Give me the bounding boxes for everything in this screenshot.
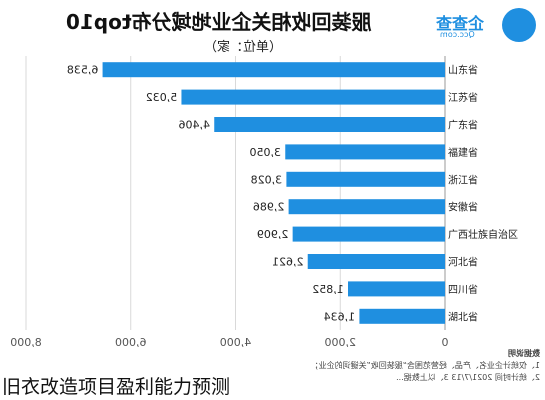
image-caption: 旧衣改造项目盈利能力预测 xyxy=(2,372,231,399)
bar xyxy=(181,89,445,105)
data-note: 数据说明 1、仅统计企业名、产品、经营范围含“服装回收”关键词的企业； 2、统计… xyxy=(300,348,540,384)
chart-header: 服装回收相关企业地域分布top10 （单位：家） 企查查 Qcc.com xyxy=(0,0,545,58)
bar xyxy=(348,281,445,297)
qcc-logo: 企查查 Qcc.com xyxy=(436,8,536,44)
category-label: 福建省 xyxy=(448,146,478,159)
category-label: 江苏省 xyxy=(448,91,478,104)
x-tick-label: 6,000 xyxy=(115,336,147,349)
bar xyxy=(307,254,445,269)
logo-icon xyxy=(502,8,536,42)
bar xyxy=(292,226,445,242)
bar xyxy=(102,62,445,78)
bar xyxy=(359,308,445,324)
data-note-line: 1、仅统计企业名、产品、经营范围含“服装回收”关键词的企业； xyxy=(310,361,540,370)
data-label: 6,538 xyxy=(67,64,99,77)
category-label: 湖北省 xyxy=(448,310,478,323)
x-tick-label: 4,000 xyxy=(220,336,252,349)
category-label: 河北省 xyxy=(448,256,478,269)
data-label: 2,986 xyxy=(253,201,285,214)
category-label: 浙江省 xyxy=(448,173,478,186)
category-label: 山东省 xyxy=(448,64,478,77)
category-label: 安徽省 xyxy=(448,201,478,214)
data-note-title: 数据说明 xyxy=(508,349,540,358)
data-label: 1,634 xyxy=(324,310,356,323)
category-label: 广东省 xyxy=(448,119,478,132)
data-label: 1,852 xyxy=(312,283,344,296)
data-note-line: 2、统计时间 2021/7/13 3、以上数据... xyxy=(396,373,540,382)
x-tick-label: 0 xyxy=(442,336,449,349)
data-label: 4,406 xyxy=(178,119,210,132)
data-label: 5,032 xyxy=(146,91,178,104)
data-label: 2,909 xyxy=(257,228,289,241)
category-label: 广西壮族自治区 xyxy=(448,228,518,241)
data-label: 3,050 xyxy=(250,146,282,159)
bar xyxy=(288,199,445,215)
bar xyxy=(286,171,445,187)
data-label: 2,621 xyxy=(272,256,304,269)
data-label: 3,028 xyxy=(251,173,283,186)
x-tick-label: 2,000 xyxy=(325,336,357,349)
category-label: 四川省 xyxy=(448,283,478,296)
bar xyxy=(285,144,445,160)
x-tick-label: 8,000 xyxy=(10,336,42,349)
bar xyxy=(214,117,445,132)
